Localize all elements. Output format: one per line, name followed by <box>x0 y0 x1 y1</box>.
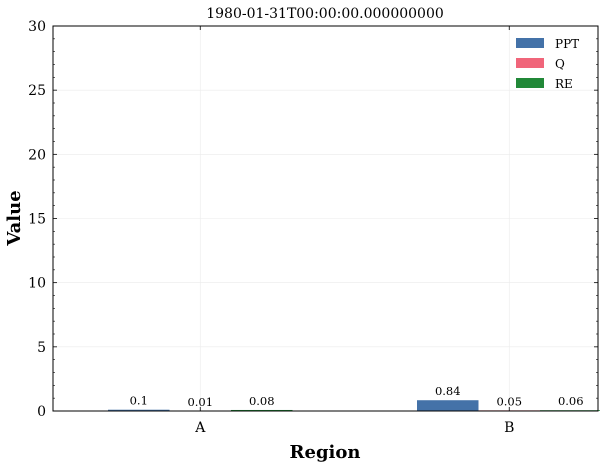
y-tick-label: 25 <box>28 83 46 99</box>
legend-swatch-re <box>516 78 544 88</box>
y-tick-label: 10 <box>28 276 46 292</box>
bar-value-label: 0.06 <box>558 394 584 408</box>
bar-value-labels: 0.1 0.84 0.01 0.05 0.08 0.06 <box>130 384 584 409</box>
bar-ppt-b <box>417 400 479 411</box>
axis-ticks: 0 5 10 15 20 25 30 A B <box>28 19 598 436</box>
y-tick-label: 30 <box>28 19 46 35</box>
legend-swatch-ppt <box>516 38 544 48</box>
bar-value-label: 0.1 <box>130 394 148 408</box>
bar-value-label: 0.84 <box>435 384 461 398</box>
y-tick-label: 20 <box>28 147 46 163</box>
legend: PPT Q RE <box>516 37 579 91</box>
x-tick-label: A <box>194 420 206 436</box>
bar-re-a <box>231 409 293 411</box>
y-tick-label: 5 <box>37 340 46 356</box>
bar-value-label: 0.08 <box>249 394 275 408</box>
chart-title: 1980-01-31T00:00:00.000000000 <box>206 6 444 22</box>
bar-ppt-a <box>108 409 170 411</box>
legend-swatch-q <box>516 58 544 68</box>
bar-value-label: 0.01 <box>187 395 213 409</box>
bar-value-label: 0.05 <box>496 394 522 408</box>
legend-label-re: RE <box>555 77 573 91</box>
y-tick-label: 15 <box>28 212 46 228</box>
x-tick-label: B <box>504 420 514 436</box>
legend-label-q: Q <box>555 57 565 71</box>
y-tick-label: 0 <box>37 404 46 420</box>
legend-label-ppt: PPT <box>555 37 579 51</box>
x-axis-label: Region <box>290 442 361 463</box>
y-axis-label: Value <box>4 190 25 246</box>
